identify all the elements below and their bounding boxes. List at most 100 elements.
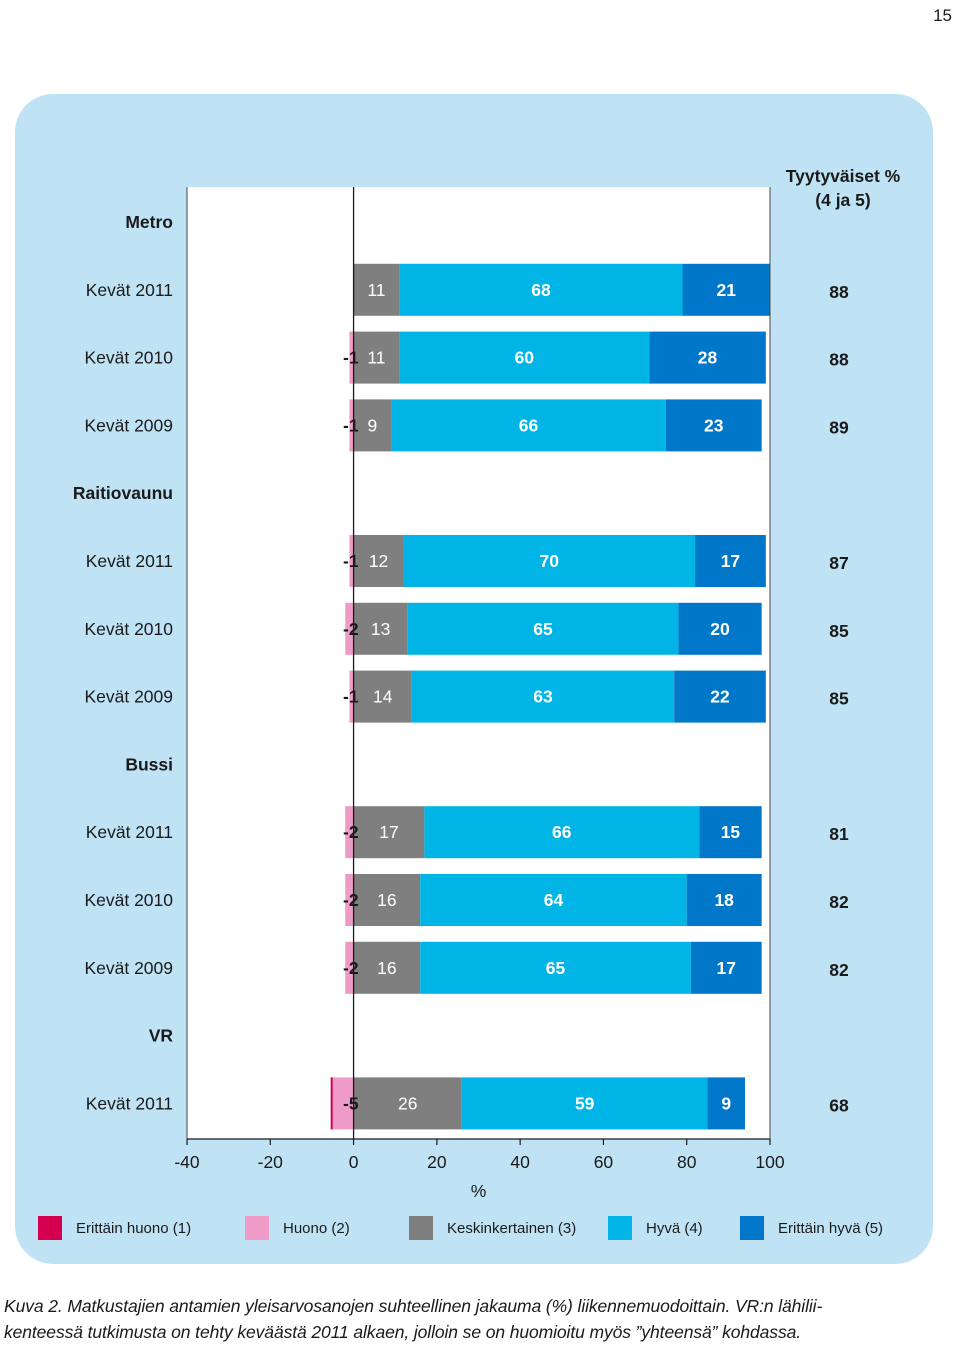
data-label: -5 [343, 1093, 359, 1113]
x-tick-label: 60 [594, 1152, 614, 1172]
row-label: Kevät 2009 [84, 687, 173, 707]
satisfied-value: 82 [829, 960, 849, 980]
row-label: Kevät 2011 [86, 1093, 173, 1113]
legend-label-hyva: Hyvä (4) [646, 1219, 703, 1237]
row-label: Kevät 2011 [86, 551, 173, 571]
data-label: 59 [575, 1093, 595, 1113]
x-tick-label: 100 [755, 1152, 784, 1172]
data-label: 20 [710, 619, 730, 639]
bar-segment [399, 263, 683, 316]
bar-segment [345, 874, 354, 926]
data-label: -2 [343, 890, 359, 910]
bar-segment [686, 874, 762, 926]
data-label: -1 [343, 687, 359, 707]
data-label: 14 [373, 687, 393, 707]
row-label: Kevät 2010 [84, 348, 173, 368]
data-label: 26 [398, 1093, 417, 1113]
legend-label-keskinkertainen: Keskinkertainen (3) [447, 1219, 577, 1237]
plot-area [187, 187, 770, 1139]
data-label: 17 [721, 551, 740, 571]
row-label: Kevät 2010 [84, 890, 173, 910]
group-label: VR [149, 1026, 174, 1046]
data-label: 11 [367, 280, 385, 300]
page-number: 15 [933, 6, 952, 25]
data-label: 28 [698, 348, 718, 368]
data-label: 9 [367, 415, 377, 435]
data-label: 18 [714, 890, 734, 910]
bar-segment [424, 806, 700, 859]
bar-segment [349, 331, 354, 384]
bar-segment [411, 670, 675, 723]
data-label: 66 [552, 822, 572, 842]
bar-segment [353, 263, 400, 316]
data-label: -1 [343, 348, 359, 368]
bar-segment [420, 941, 691, 994]
group-label: Bussi [125, 754, 173, 774]
data-label: 12 [369, 551, 388, 571]
bar-segment [674, 670, 766, 723]
bar-segment [682, 263, 770, 316]
x-tick-label: 40 [510, 1152, 530, 1172]
satisfied-header-line: (4 ja 5) [815, 190, 870, 210]
row-label: Kevät 2011 [86, 280, 173, 300]
caption-line-1: Kuva 2. Matkustajien antamien yleisarvos… [4, 1296, 823, 1316]
data-label: 15 [721, 822, 741, 842]
data-label: 9 [721, 1093, 731, 1113]
bar-segment [330, 1077, 333, 1130]
x-tick-label: -20 [258, 1152, 284, 1172]
satisfied-value: 82 [829, 892, 849, 912]
bar-segment [403, 535, 696, 587]
satisfied-value: 85 [829, 689, 849, 709]
bar-segment [461, 1077, 708, 1130]
bar-segment [353, 331, 400, 384]
data-label: -1 [343, 551, 359, 571]
bar-segment [345, 602, 354, 655]
data-label: 68 [531, 280, 551, 300]
bar-segment [349, 670, 354, 723]
legend-item-erittain-huono: Erittäin huono (1) [38, 1215, 191, 1241]
row-label: Kevät 2009 [84, 958, 173, 978]
bar-segment [353, 941, 421, 994]
bar-segment [690, 941, 762, 994]
data-label: 21 [717, 280, 737, 300]
data-label: 17 [379, 822, 398, 842]
data-label: 16 [377, 890, 396, 910]
bar-segment [353, 399, 392, 452]
bar-segment [678, 602, 762, 655]
data-label: -2 [343, 822, 359, 842]
bar-segment [353, 535, 404, 587]
x-tick-label: -40 [174, 1152, 200, 1172]
bar-segment [699, 806, 762, 859]
bar-segment [353, 1077, 462, 1130]
legend-swatch-erittain-hyva [740, 1216, 764, 1240]
legend-swatch-huono [245, 1216, 269, 1240]
bar-segment [407, 602, 679, 655]
legend-item-hyva: Hyvä (4) [608, 1215, 703, 1241]
bar-segment [332, 1077, 354, 1130]
data-label: 22 [710, 687, 730, 707]
data-label: 60 [515, 348, 535, 368]
legend-item-keskinkertainen: Keskinkertainen (3) [409, 1215, 576, 1241]
data-label: 66 [519, 415, 539, 435]
bar-segment [345, 941, 354, 994]
group-label: Metro [125, 212, 173, 232]
data-label: -2 [343, 619, 359, 639]
x-tick-label: 80 [677, 1152, 697, 1172]
row-label: Kevät 2009 [84, 415, 173, 435]
satisfied-value: 85 [829, 621, 849, 641]
bar-segment [665, 399, 762, 452]
bar-segment [345, 806, 354, 859]
bar-segment [649, 331, 766, 384]
satisfied-header-line: Tyytyväiset % [786, 166, 901, 186]
bar-segment [707, 1077, 746, 1130]
data-label: 16 [377, 958, 396, 978]
row-label: Kevät 2011 [86, 822, 173, 842]
x-tick-label: 0 [349, 1152, 359, 1172]
legend-label-erittain-hyva: Erittäin hyvä (5) [778, 1219, 884, 1237]
data-label: 63 [533, 687, 553, 707]
satisfied-value: 88 [829, 282, 849, 302]
row-label: Kevät 2010 [84, 619, 173, 639]
legend-label-huono: Huono (2) [283, 1219, 350, 1237]
x-tick-label: 20 [427, 1152, 447, 1172]
